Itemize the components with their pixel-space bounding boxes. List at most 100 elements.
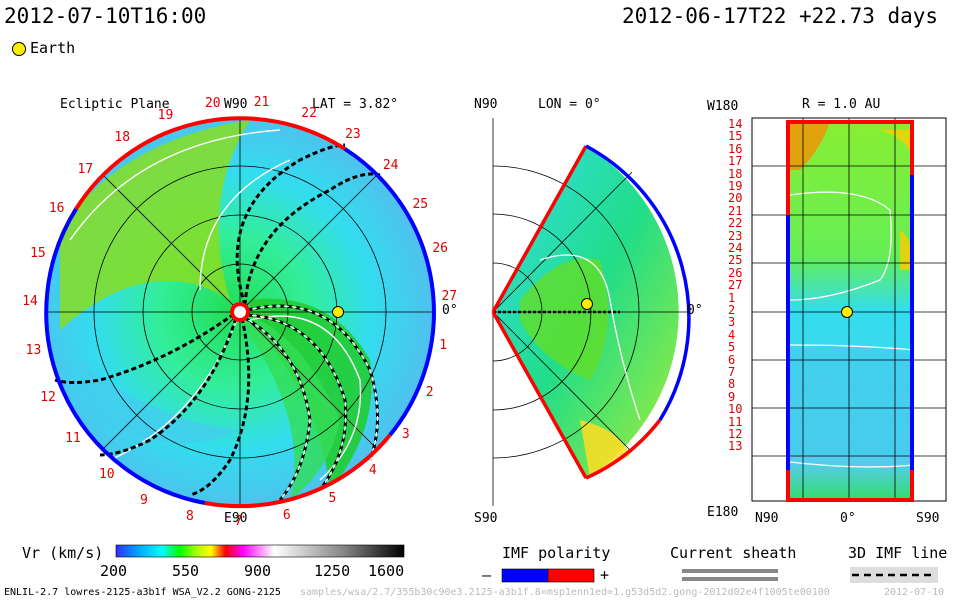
earth-marker-ecliptic	[332, 306, 344, 318]
path-footer: samples/wsa/2.7/355b30c90e3.2125-a3b1f.8…	[300, 587, 830, 598]
run-time: 2012-07-10T16:00	[4, 4, 207, 28]
radial-y-label: 14	[728, 117, 743, 131]
colorbar-tick-200: 200	[100, 562, 128, 580]
radial-y-label: 8	[728, 377, 736, 392]
ecliptic-top-label: W90	[224, 97, 248, 112]
ecliptic-right-label: 0°	[442, 303, 458, 318]
rotation-label: 6	[282, 507, 291, 523]
date-footer: 2012-07-10	[884, 587, 945, 598]
radial-x-label-0: 0°	[840, 511, 856, 526]
rotation-label: 5	[328, 490, 337, 506]
rotation-label: 20	[204, 95, 221, 111]
radial-y-label: 13	[728, 439, 743, 454]
colorbar-label: Vr (km/s)	[22, 544, 104, 562]
radial-y-label: 6	[728, 352, 736, 367]
radial-y-label: 22	[728, 216, 743, 231]
radial-y-label: 15	[728, 129, 743, 144]
meridional-bottom-label: S90	[474, 511, 498, 526]
radial-y-label: 21	[728, 203, 743, 218]
radial-y-label: 2	[728, 303, 736, 317]
radial-y-label: 12	[728, 427, 743, 441]
rotation-label: 7	[234, 513, 243, 529]
longitude-label: LON = 0°	[538, 97, 601, 112]
imf-line-title: 3D IMF line	[848, 544, 948, 562]
radial-x-label-n90: N90	[755, 511, 779, 526]
radial-y-label: 4	[728, 327, 736, 342]
radial-title: R = 1.0 AU	[802, 97, 881, 112]
rotation-label: 15	[30, 246, 46, 262]
rotation-label: 2	[425, 384, 434, 400]
radial-y-label: 19	[728, 179, 743, 193]
rotation-label: 12	[40, 389, 56, 405]
rotation-label: 23	[345, 127, 361, 143]
rotation-label: 24	[382, 157, 399, 173]
radial-map-panel	[751, 117, 947, 502]
imf-minus-label: –	[482, 566, 492, 584]
radial-y-label: 26	[728, 265, 743, 280]
earth-marker-icon	[12, 42, 26, 56]
rotation-label: 1	[439, 338, 448, 354]
meridional-plane-panel	[491, 118, 691, 506]
radial-y-label: 10	[728, 402, 743, 417]
rotation-label: 3	[401, 427, 410, 443]
rotation-label: 27	[441, 289, 458, 305]
colorbar-tick-900: 900	[244, 562, 272, 580]
radial-y-label: 24	[728, 241, 743, 255]
ecliptic-title: Ecliptic Plane	[60, 97, 170, 112]
earth-marker-radial	[841, 306, 853, 318]
colorbar-tick-1250: 1250	[314, 562, 351, 580]
rotation-label: 14	[22, 294, 38, 310]
imf-plus-label: +	[600, 566, 610, 584]
radial-y-label: 16	[728, 141, 743, 156]
radial-bottom-left-label: E180	[707, 505, 739, 520]
rotation-label: 9	[140, 492, 148, 508]
radial-top-left-label: W180	[707, 99, 739, 114]
rotation-label: 26	[432, 241, 449, 257]
imf-polarity-arc-blue-right	[343, 147, 436, 437]
velocity-colorbar	[115, 544, 405, 558]
meridional-right-label: 0°	[687, 303, 703, 318]
imf-polarity-plus-swatch	[547, 568, 595, 583]
rotation-label: 8	[186, 508, 194, 524]
radial-y-label: 23	[728, 228, 743, 243]
ecliptic-bottom-label: E90	[224, 511, 248, 526]
rotation-label: 4	[368, 463, 377, 479]
rotation-label: 22	[301, 105, 317, 121]
model-footer: ENLIL-2.7 lowres-2125-a3b1f WSA_V2.2 GON…	[4, 587, 281, 598]
rotation-label: 25	[412, 196, 429, 212]
rotation-label: 18	[114, 130, 131, 146]
fast-wind-region	[60, 120, 250, 330]
earth-legend-label: Earth	[30, 39, 76, 57]
radial-y-label: 1	[728, 290, 736, 305]
imf-polarity-minus-swatch	[501, 568, 549, 583]
imf-polarity-arc-red-top	[74, 116, 347, 211]
current-sheath-title: Current sheath	[670, 544, 797, 562]
radial-y-label: 17	[728, 154, 743, 169]
imf-polarity-arc-blue-left	[44, 207, 206, 505]
rotation-label: 10	[98, 466, 115, 482]
radial-y-label: 20	[728, 191, 743, 206]
rotation-label: 13	[25, 343, 42, 359]
colorbar-tick-550: 550	[172, 562, 200, 580]
radial-y-label: 27	[728, 278, 743, 293]
meridional-top-label: N90	[474, 97, 498, 112]
colorbar-tick-1600: 1600	[368, 562, 405, 580]
ecliptic-plane-panel	[44, 116, 436, 509]
imf-polarity-title: IMF polarity	[502, 544, 611, 562]
rotation-label: 21	[253, 95, 270, 111]
radial-x-label-s90: S90	[916, 511, 940, 526]
radial-y-label: 9	[728, 389, 736, 404]
reference-time: 2012-06-17T22 +22.73 days	[622, 4, 939, 28]
rotation-label: 11	[65, 431, 81, 447]
latitude-label: LAT = 3.82°	[312, 97, 399, 112]
imf-polarity-arc-red-bottom	[204, 433, 392, 509]
rotation-label: 17	[77, 161, 94, 177]
rotation-label: 19	[157, 107, 174, 123]
radial-y-label: 7	[728, 365, 736, 379]
radial-y-label: 3	[728, 315, 736, 330]
radial-y-label: 5	[728, 340, 736, 355]
radial-y-label: 25	[728, 253, 743, 268]
rotation-label: 16	[48, 201, 65, 217]
earth-marker-meridional	[581, 298, 593, 310]
